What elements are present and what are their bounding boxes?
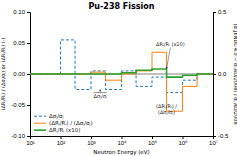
tick: 10³ bbox=[87, 136, 96, 146]
tick-mark bbox=[61, 136, 62, 139]
tick: -0.05 bbox=[11, 102, 30, 108]
tick-label: -0.05 bbox=[11, 102, 25, 108]
y2-axis-title: (σᵢ,JENDL-4.0 − σᵢ,AD/2008) / σᵢ,AD/2008 bbox=[233, 23, 237, 124]
title: Pu-238 Fission bbox=[88, 2, 154, 11]
tick-label: 0.10 bbox=[13, 9, 25, 15]
legend-label: ΔRᵢ/Rᵢ (x10) bbox=[49, 127, 81, 133]
tick: 10⁷ bbox=[209, 136, 218, 146]
tick-mark bbox=[91, 136, 92, 139]
tick: 10² bbox=[57, 136, 66, 146]
tick: 0.0 bbox=[213, 71, 227, 77]
tick-label: 10² bbox=[57, 140, 66, 146]
legend-item: Δσⱼ/σⱼ bbox=[34, 113, 64, 119]
tick-mark bbox=[27, 105, 30, 106]
tick-label: -0.5 bbox=[218, 133, 229, 139]
y-axis: -0.10 -0.05 0.00 0.05 0.10 bbox=[11, 9, 30, 139]
series-line bbox=[30, 69, 213, 77]
tick-label: 0.5 bbox=[218, 9, 227, 15]
tick: 10¹ bbox=[26, 136, 35, 146]
tick-mark bbox=[213, 12, 216, 13]
tick-label: -0.10 bbox=[11, 133, 25, 139]
legend-swatch bbox=[34, 129, 46, 131]
annotation: Δσⱼ/σⱼ bbox=[94, 93, 107, 99]
annotation-line: (Δσⱼ/σⱼ) bbox=[158, 109, 175, 115]
annotation-arrow bbox=[100, 90, 101, 93]
tick: -0.10 bbox=[11, 133, 30, 139]
tick-mark bbox=[27, 74, 30, 75]
tick-label: 0.0 bbox=[218, 71, 227, 77]
x-axis-title: Neutron Energy (eV) bbox=[93, 149, 149, 156]
tick-label: 10¹ bbox=[26, 140, 35, 146]
tick-label: 10⁵ bbox=[148, 140, 158, 146]
tick-label: 10⁴ bbox=[117, 140, 127, 146]
legend-item: ΔRᵢ/Rᵢ (x10) bbox=[34, 127, 81, 133]
tick-label: 10³ bbox=[87, 140, 96, 146]
marks bbox=[30, 40, 213, 111]
tick-label: 0.00 bbox=[13, 71, 25, 77]
annotation: (ΔRᵢ/Rᵢ) /(Δσⱼ/σⱼ) bbox=[156, 103, 177, 115]
legend-swatch bbox=[34, 123, 46, 124]
chart: 10¹ 10² 10³ 10⁴ 10⁵ 10⁶ 10⁷ -0.10 -0.05 0.00 0.05 0… bbox=[0, 0, 237, 156]
tick-mark bbox=[152, 136, 153, 139]
y-axis-title: (ΔRᵢ/Rᵢ) / (Δσⱼ/σⱼ) or (ΔRᵢ/Rᵢ) (-) bbox=[0, 37, 6, 110]
annotations: Δσⱼ/σⱼ ΔRᵢ/Rᵢ (x10) (ΔRᵢ/Rᵢ) /(Δσⱼ/σⱼ) bbox=[94, 41, 185, 115]
tick-label: 0.05 bbox=[13, 40, 25, 46]
y-axis-line bbox=[27, 13, 31, 137]
series-line bbox=[30, 52, 213, 111]
y2-axis: -0.5 0.0 0.5 bbox=[213, 9, 229, 139]
tick: 0.5 bbox=[213, 9, 227, 15]
tick: 10⁴ bbox=[117, 136, 127, 146]
tick-mark bbox=[122, 136, 123, 139]
annotation-arrow bbox=[167, 48, 171, 69]
x-axis-line bbox=[31, 137, 214, 140]
tick: -0.5 bbox=[213, 133, 229, 139]
legend: Δσⱼ/σⱼ(ΔRᵢ/Rᵢ) / (Δσⱼ/σⱼ)ΔRᵢ/Rᵢ (x10) bbox=[34, 113, 93, 133]
tick-mark bbox=[183, 136, 184, 139]
tick: 10⁵ bbox=[148, 136, 158, 146]
tick-mark bbox=[213, 136, 216, 137]
series-line bbox=[30, 40, 213, 93]
tick-label: 10⁶ bbox=[178, 140, 188, 146]
tick: 10⁶ bbox=[178, 136, 188, 146]
plot-area: 10¹ 10² 10³ 10⁴ 10⁵ 10⁶ 10⁷ -0.10 -0.05 0.00 0.05 0… bbox=[11, 9, 229, 146]
x-axis: 10¹ 10² 10³ 10⁴ 10⁵ 10⁶ 10⁷ bbox=[26, 136, 218, 146]
legend-item: (ΔRᵢ/Rᵢ) / (Δσⱼ/σⱼ) bbox=[34, 120, 93, 126]
annotation-line: Δσⱼ/σⱼ bbox=[94, 93, 107, 99]
y2-axis-line bbox=[214, 13, 217, 137]
tick-mark bbox=[27, 12, 30, 13]
legend-label: (ΔRᵢ/Rᵢ) / (Δσⱼ/σⱼ) bbox=[49, 120, 93, 126]
annotation: ΔRᵢ/Rᵢ (x10) bbox=[156, 41, 185, 47]
tick-mark bbox=[27, 136, 30, 137]
tick-mark bbox=[27, 43, 30, 44]
legend-swatch bbox=[34, 116, 46, 117]
annotation-line: ΔRᵢ/Rᵢ (x10) bbox=[156, 41, 185, 47]
legend-label: Δσⱼ/σⱼ bbox=[49, 113, 64, 119]
tick-label: 10⁷ bbox=[209, 140, 218, 146]
tick: 0.05 bbox=[13, 40, 30, 46]
tick: 0.00 bbox=[13, 71, 30, 77]
tick-mark bbox=[213, 74, 216, 75]
tick: 0.10 bbox=[13, 9, 30, 15]
